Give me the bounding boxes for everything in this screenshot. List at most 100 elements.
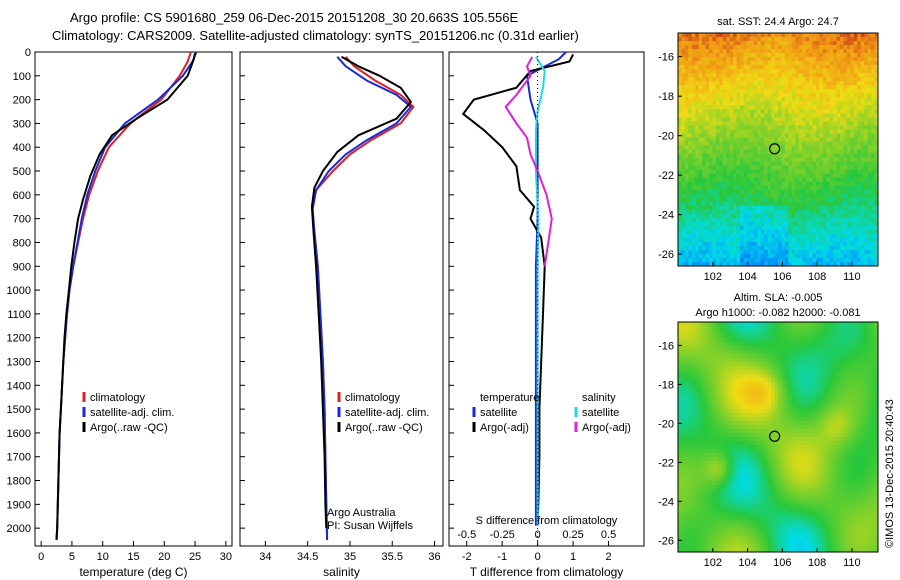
map-cell [788,189,793,195]
map-cell [705,261,710,267]
map-cell [840,121,844,126]
map-cell [829,193,834,199]
map-cell [733,365,738,370]
map-cell [681,153,686,158]
map-cell [846,141,851,146]
map-cell [740,393,744,398]
map-cell [736,181,741,187]
map-cell [812,205,817,211]
map-cell [802,181,806,187]
map-cell [846,125,851,130]
map-cell [733,45,738,50]
map-cell [715,209,720,215]
map-cell [822,189,827,195]
map-cell [791,113,796,118]
map-cell [722,548,727,553]
map-cell [681,209,686,215]
map-cell [681,456,686,462]
map-cell [729,548,734,553]
map-cell [857,253,862,259]
map-cell [702,149,706,154]
map-cell [681,53,686,58]
map-cell [753,205,758,211]
map-cell [715,548,720,553]
map-cell [874,261,879,267]
map-cell [753,61,758,66]
map-cell [719,149,724,154]
map-cell [788,205,793,211]
map-cell [691,213,696,219]
map-cell [805,93,810,98]
map-cell [840,209,844,215]
map-cell [871,145,875,150]
map-cell [778,177,782,183]
y-tick-label: 1300 [7,356,31,368]
map-cell [736,381,741,386]
map-cell [698,333,703,339]
map-cell [864,213,869,219]
map-cell [726,536,731,541]
map-cell [826,257,831,263]
map-cell [746,369,751,374]
map-cell [867,157,872,162]
map-cell [788,105,793,110]
map-cell [833,93,838,98]
map-cell [722,169,727,175]
map-cell [798,125,803,130]
map-cell [753,193,758,199]
map-cell [695,161,700,166]
map-cell [871,73,875,78]
map-cell [736,201,741,207]
map-cell [757,97,762,102]
map-cell [715,480,720,485]
map-cell [684,528,689,533]
map-cell [840,113,844,118]
map-cell [788,57,793,62]
map-cell [698,93,703,98]
map-cell [822,165,827,170]
map-cell [788,53,793,58]
map-cell [750,468,755,474]
map-cell [702,177,706,183]
map-cell [695,45,700,50]
map-cell [722,361,727,367]
map-cell [746,89,751,94]
map-cell [822,169,827,175]
map-cell [695,125,700,130]
map-cell [874,165,879,170]
map-cell [757,405,762,410]
map-cell [733,448,738,454]
map-cell [719,524,724,529]
map-cell [691,440,696,446]
map-cell [815,77,820,82]
map-cell [767,101,772,106]
map-cell [709,381,713,386]
map-cell [791,173,796,179]
map-cell [798,97,803,102]
map-cell [857,53,862,58]
map-cell [705,33,710,38]
map-cell [678,504,682,509]
map-cell [736,161,741,166]
map-cell [864,145,869,150]
map-cell [684,57,689,62]
map-cell [726,433,731,438]
map-cell [833,185,838,191]
map-cell [712,177,717,183]
map-cell [805,225,810,231]
map-cell [729,213,734,219]
map-cell [791,213,796,219]
map-cell [760,233,765,239]
map-cell [743,149,748,154]
map-cell [709,464,713,470]
map-cell [712,373,717,378]
map-cell [767,189,772,195]
map-cell [778,41,782,46]
map-cell [850,201,855,207]
map-cell [778,189,782,195]
map-cell [746,385,751,390]
map-cell [729,129,734,134]
map-cell [688,153,693,158]
map-cell [705,480,710,485]
map-cell [684,548,689,553]
